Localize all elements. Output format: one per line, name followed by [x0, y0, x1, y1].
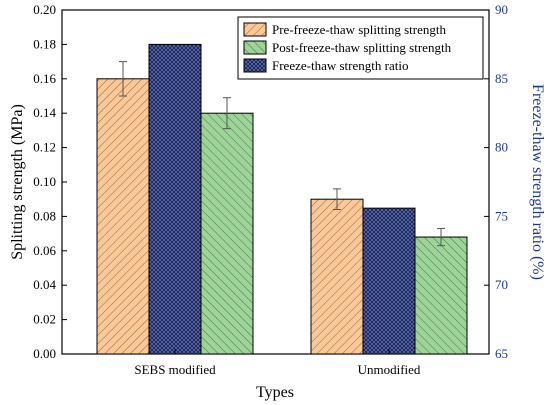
y2-tick-label: 85	[495, 71, 508, 86]
legend-swatch	[243, 58, 267, 73]
bar-ratio-1	[362, 207, 416, 355]
y2-tick-label: 80	[495, 140, 508, 155]
right-axis-ticks: 65 70 75 80 85 90	[484, 2, 508, 361]
y-tick-label: 0.10	[33, 174, 56, 189]
legend-label: Pre-freeze-thaw splitting strength	[272, 22, 446, 37]
y-tick-label: 0.16	[33, 71, 56, 86]
legend-label: Post-freeze-thaw splitting strength	[272, 40, 452, 55]
x-axis-title: Types	[256, 384, 294, 401]
bars-layer	[96, 43, 468, 355]
x-axis-ticks: SEBS modified Unmodified	[134, 349, 421, 377]
y-tick-label: 0.14	[33, 105, 56, 120]
y2-tick-label: 65	[495, 346, 508, 361]
left-axis-ticks: 0.00 0.02 0.04 0.06 0.08 0.10 0.12 0.14 0.16 0.18…	[33, 2, 67, 361]
bar-ratio-0	[148, 43, 202, 355]
y-tick-label: 0.20	[33, 2, 56, 17]
legend-swatch	[243, 40, 267, 55]
legend-label: Freeze-thaw strength ratio	[272, 58, 408, 73]
legend-swatch	[243, 22, 267, 37]
y-tick-label: 0.08	[33, 208, 56, 223]
y-tick-label: 0.18	[33, 36, 56, 51]
errorbars-layer	[119, 61, 445, 247]
y-tick-label: 0.00	[33, 346, 56, 361]
y-tick-label: 0.06	[33, 243, 56, 258]
y2-tick-label: 75	[495, 208, 508, 223]
y2-tick-label: 90	[495, 2, 508, 17]
x-tick-label: Unmodified	[358, 362, 421, 377]
x-tick-label: SEBS modified	[134, 362, 216, 377]
y-axis-title: Splitting strength (MPa)	[9, 104, 26, 260]
bar-pre-0	[96, 78, 150, 355]
y-tick-label: 0.04	[33, 277, 56, 292]
bar-pre-1	[310, 198, 364, 355]
legend: Pre-freeze-thaw splitting strength Post-f…	[237, 16, 484, 80]
y2-axis-title: Freeze-thaw strength ratio (%)	[529, 84, 546, 280]
y2-tick-label: 70	[495, 277, 508, 292]
y-tick-label: 0.02	[33, 312, 56, 327]
bar-post-0	[200, 112, 254, 355]
bar-post-1	[414, 236, 468, 355]
y-tick-label: 0.12	[33, 140, 56, 155]
legend-box	[237, 16, 484, 80]
